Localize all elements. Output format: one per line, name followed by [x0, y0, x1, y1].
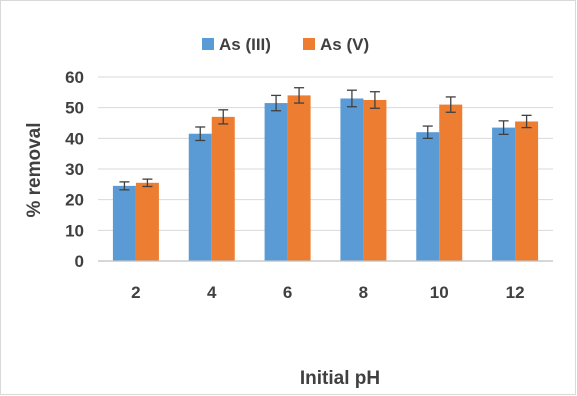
x-tick-label: 8: [359, 283, 368, 302]
legend-label: As (V): [320, 35, 369, 54]
bar: [287, 95, 311, 262]
y-tick-label: 40: [65, 129, 84, 148]
legend: As (III) As (V): [202, 35, 369, 54]
y-tick-label: 0: [75, 252, 84, 271]
gridlines: [98, 76, 553, 231]
bar: [340, 98, 364, 261]
y-tick-label: 60: [65, 68, 84, 87]
x-axis-title: Initial pH: [300, 368, 380, 389]
bar: [416, 132, 440, 261]
y-tick-label: 50: [65, 99, 84, 118]
bar: [211, 116, 235, 261]
legend-swatch: [202, 38, 214, 50]
x-tick-label: 6: [283, 283, 292, 302]
bar: [112, 185, 136, 261]
y-tick-label: 10: [65, 221, 84, 240]
y-tick-label: 30: [65, 160, 84, 179]
legend-label: As (III): [219, 35, 271, 54]
bar: [515, 121, 539, 261]
bar: [188, 133, 212, 261]
legend-swatch: [303, 38, 315, 50]
bar: [135, 182, 159, 261]
x-tick-label: 12: [506, 283, 525, 302]
bar: [363, 100, 387, 261]
x-tick-label: 2: [131, 283, 140, 302]
bar: [264, 103, 288, 261]
error-bars: [119, 87, 532, 191]
x-tick-label: 4: [207, 283, 217, 302]
axes: 0 10 20 30 40 50 60 2 4 6 8 10 12: [65, 68, 553, 302]
y-tick-label: 20: [65, 191, 84, 210]
bar: [492, 127, 516, 261]
x-tick-label: 10: [430, 283, 449, 302]
bars: [112, 95, 539, 262]
y-axis-title: % removal: [24, 122, 45, 217]
bar: [439, 104, 463, 261]
